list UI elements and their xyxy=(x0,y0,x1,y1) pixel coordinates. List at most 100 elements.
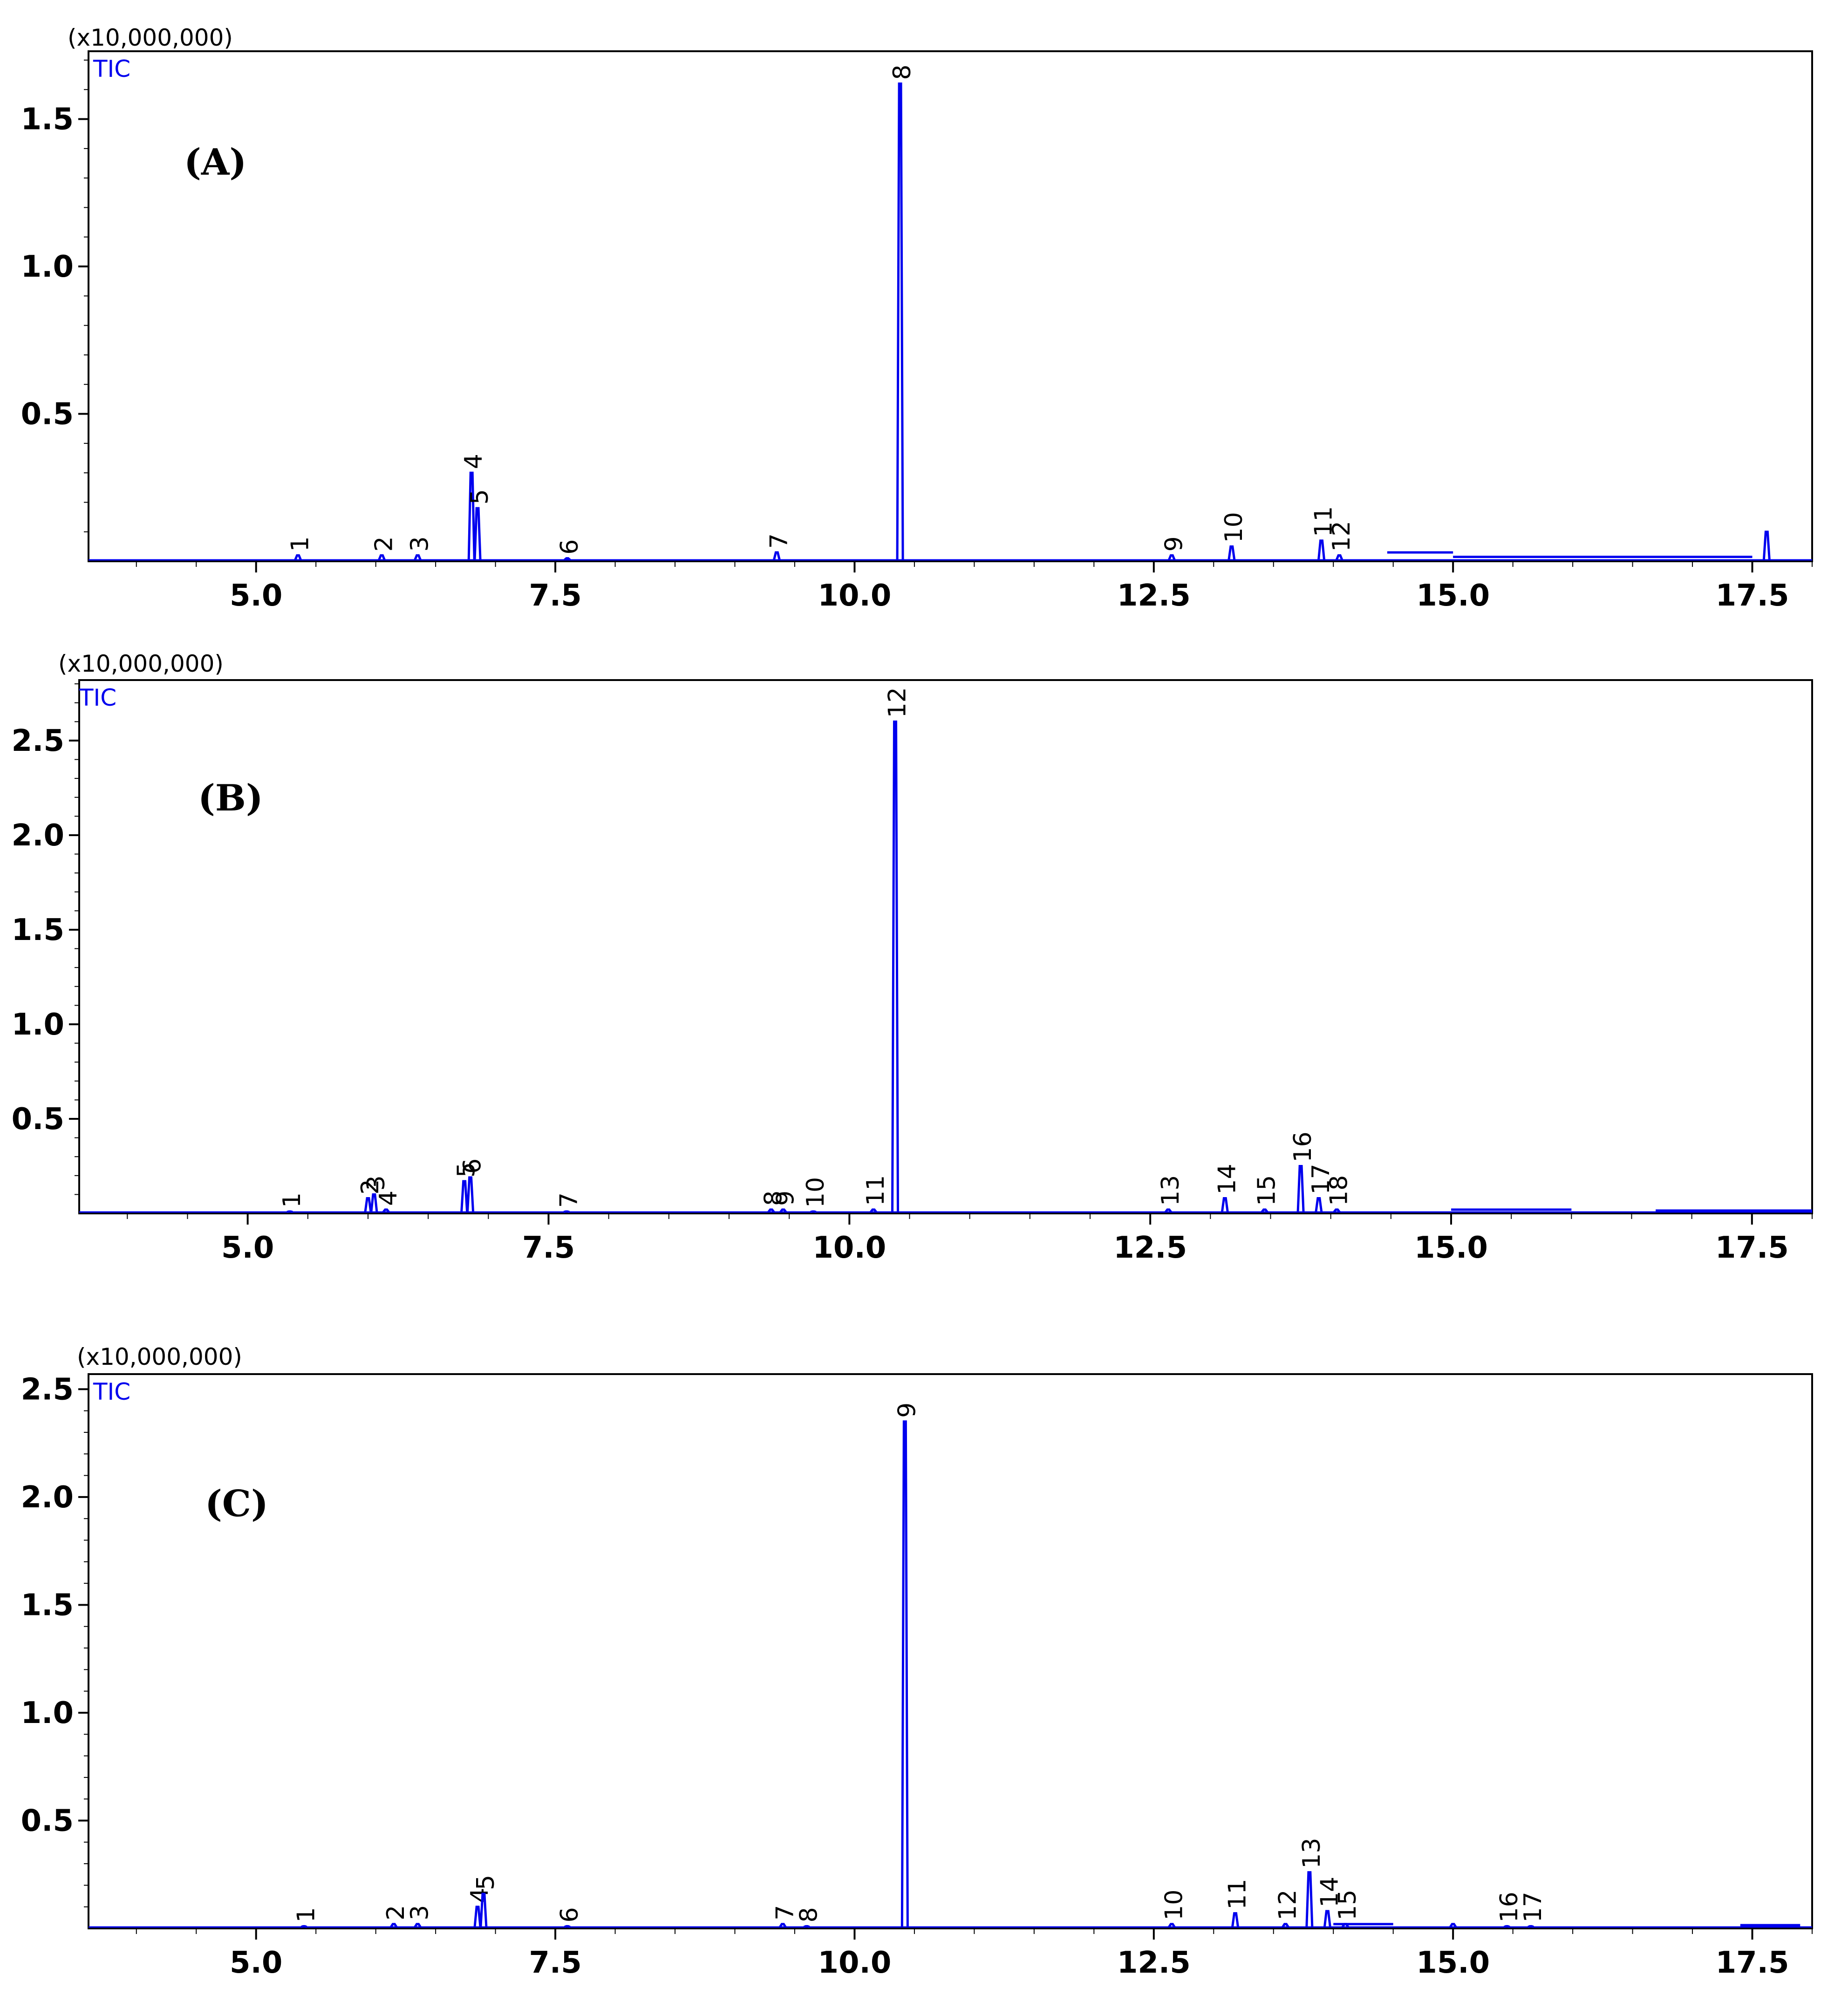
peak-10 xyxy=(1168,1923,1176,1928)
trace-label: TIC xyxy=(79,684,116,711)
peak-17 xyxy=(1527,1925,1534,1928)
peak-label: 7 xyxy=(765,533,793,549)
y-tick-label: 1.0 xyxy=(21,1696,74,1730)
peak-label: 4 xyxy=(460,454,488,469)
peak-11 xyxy=(1317,539,1326,560)
y-multiplier-label: (x10,000,000) xyxy=(58,650,224,677)
peak-3 xyxy=(414,554,422,560)
x-tick-label: 7.5 xyxy=(529,1946,581,1980)
x-tick-label: 10.0 xyxy=(818,1946,891,1980)
peak-label: 9 xyxy=(1160,536,1188,552)
peak-11 xyxy=(1231,1912,1240,1927)
peak-label: 18 xyxy=(1325,1175,1353,1206)
peak-1 xyxy=(300,1925,307,1928)
y-tick-label: 1.5 xyxy=(21,1588,74,1622)
peak-12 xyxy=(1282,1923,1289,1928)
peak-13 xyxy=(1305,1871,1314,1927)
peak-label: 1 xyxy=(293,1907,321,1922)
peak-label: 11 xyxy=(862,1175,890,1206)
x-tick-label: 5.0 xyxy=(230,579,282,613)
peak-label: 1 xyxy=(286,536,314,552)
peak-label: 15 xyxy=(1253,1175,1281,1206)
peak-label: 6 xyxy=(459,1158,487,1174)
peak-6 xyxy=(466,1176,475,1212)
x-tick-label: 5.0 xyxy=(230,1946,282,1980)
peak-5 xyxy=(479,1893,488,1927)
y-tick-label: 2.0 xyxy=(21,1480,74,1515)
peak-label: 14 xyxy=(1316,1877,1343,1907)
peak-label: 16 xyxy=(1495,1892,1523,1922)
y-tick-label: 0.5 xyxy=(21,1804,74,1838)
peak-13 xyxy=(1164,1208,1172,1213)
trace-label: TIC xyxy=(93,55,130,82)
peak-label: 15 xyxy=(1334,1890,1362,1920)
peak-label: 17 xyxy=(1519,1892,1547,1922)
peak-label: 8 xyxy=(888,65,916,80)
peak-2 xyxy=(390,1923,398,1928)
peak-label: 13 xyxy=(1157,1175,1185,1206)
peak-1 xyxy=(294,554,302,560)
y-tick-label: 2.0 xyxy=(12,818,64,853)
plot-frame xyxy=(88,1373,1813,1929)
y-tick-label: 2.5 xyxy=(12,724,64,758)
peak-18 xyxy=(1333,1208,1341,1213)
x-tick-label: 7.5 xyxy=(522,1231,575,1265)
peak-label: 11 xyxy=(1310,506,1338,537)
peak-label: 12 xyxy=(884,687,912,718)
peak-3 xyxy=(414,1923,422,1928)
peak-label: 12 xyxy=(1328,521,1356,552)
peak-label: 12 xyxy=(1274,1890,1302,1920)
peak-4 xyxy=(382,1208,390,1213)
peak-16 xyxy=(1296,1164,1305,1212)
peak-8 xyxy=(767,1208,775,1213)
x-tick-label: 12.5 xyxy=(1117,1946,1191,1980)
peak-5 xyxy=(473,507,482,560)
peak-7 xyxy=(773,551,781,560)
peak-10 xyxy=(1227,545,1236,560)
x-tick-label: 15.0 xyxy=(1416,579,1490,613)
unlabeled-peak xyxy=(1762,531,1771,560)
peak-4 xyxy=(467,471,476,560)
x-tick-label: 15.0 xyxy=(1414,1231,1488,1265)
y-multiplier-label: (x10,000,000) xyxy=(77,1343,242,1370)
peak-8 xyxy=(803,1925,810,1928)
y-tick-label: 2.5 xyxy=(21,1372,74,1407)
peak-label: 10 xyxy=(1160,1890,1188,1920)
peak-9 xyxy=(1168,554,1176,560)
y-tick-label: 1.5 xyxy=(21,102,74,137)
peak-label: 2 xyxy=(356,1179,384,1194)
x-tick-label: 10.0 xyxy=(812,1231,886,1265)
x-tick-label: 10.0 xyxy=(818,579,891,613)
peak-12 xyxy=(891,720,899,1212)
peak-label: 5 xyxy=(472,1875,500,1890)
peak-label: 2 xyxy=(382,1905,410,1920)
peak-label: 11 xyxy=(1224,1879,1252,1909)
chart-panel-c: (x10,000,000) TIC (C) 0.5 1.0 1.5 2.0 2.5 5.0 7.5… xyxy=(21,1343,1813,1980)
peak-label: 5 xyxy=(466,489,494,504)
y-tick-label: 1.0 xyxy=(21,250,74,284)
peak-label: 8 xyxy=(795,1907,823,1922)
peak-15 xyxy=(1341,1923,1350,1928)
peak-label: 9 xyxy=(771,1191,799,1206)
y-tick-label: 1.0 xyxy=(12,1008,64,1042)
peak-label: 8 xyxy=(759,1191,787,1206)
x-tick-label: 12.5 xyxy=(1117,579,1191,613)
x-tick-label: 5.0 xyxy=(221,1231,274,1265)
peak-17 xyxy=(1315,1197,1323,1212)
peak-label: 7 xyxy=(555,1192,583,1208)
peak-label: 10 xyxy=(1220,512,1248,543)
chart-panel-a: (x10,000,000)TIC(A)0.51.01.55.0 7.5 10.0 12… xyxy=(21,24,1813,613)
peak-label: 3 xyxy=(406,536,434,552)
chart-panel-b: (x10,000,000) TIC (B) 0.5 1.0 1.5 2.0 2.5 5.0 7.5… xyxy=(12,650,1813,1265)
peak-label: 4 xyxy=(375,1191,402,1206)
peak-16 xyxy=(1503,1925,1510,1928)
peak-label: 17 xyxy=(1307,1164,1335,1194)
y-tick-label: 0.5 xyxy=(12,1102,64,1137)
peak-4 xyxy=(473,1906,482,1927)
peak-label: 7 xyxy=(771,1905,799,1920)
panel-label: (A) xyxy=(184,141,246,184)
peak-5 xyxy=(460,1180,469,1212)
peak-12 xyxy=(1335,554,1343,560)
peak-14 xyxy=(1323,1910,1331,1927)
